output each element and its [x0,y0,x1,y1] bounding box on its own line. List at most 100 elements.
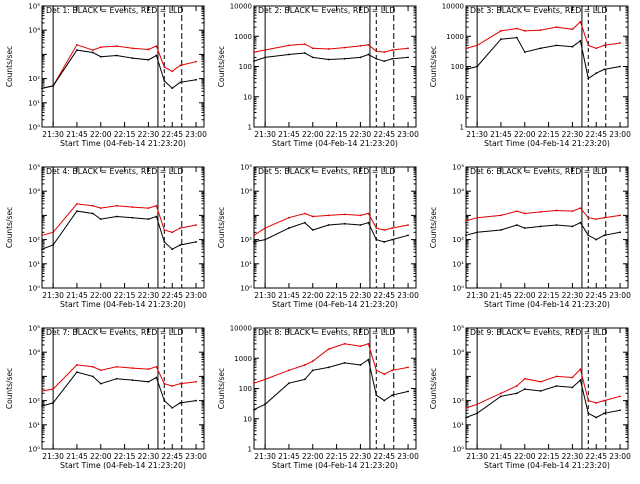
data-point-lld [179,227,182,229]
plot-frame [465,327,629,450]
chart-title: Det 4: BLACK = Events, RED = LLD [46,167,183,176]
x-tick-label: 23:00 [609,291,631,300]
data-point-lld [375,369,378,372]
data-point-events [515,36,518,39]
data-point-lld [163,66,166,68]
chart-title: Det 6: BLACK = Events, RED = LLD [470,167,607,176]
y-tick-label: 10² [452,397,464,405]
data-point-events [539,225,542,228]
x-tick-label: 22:15 [538,291,560,300]
y-tick-label: 1000 [234,355,252,363]
data-point-lld [147,207,150,210]
y-tick-label: 10⁰ [452,446,464,454]
x-tick-label: 22:45 [373,130,395,139]
y-tick-label: 100 [239,385,252,393]
x-tick-label: 23:00 [609,130,631,139]
data-point-events [359,364,362,366]
x-tick-label: 22:00 [514,291,536,300]
x-tick-label: 21:45 [278,291,300,300]
data-point-lld [76,363,78,366]
data-point-events [476,412,479,415]
data-point-lld [359,44,362,47]
data-point-events [264,238,267,241]
data-point-lld [465,47,467,50]
data-point-lld [41,234,43,237]
data-point-events [163,241,166,243]
data-point-lld [587,216,590,219]
data-point-events [465,68,467,71]
data-point-events [579,40,582,42]
y-tick-label: 10⁴ [452,188,464,196]
data-point-events [171,406,174,409]
data-point-lld [500,30,502,32]
y-tick-label: 100 [239,63,252,71]
x-tick-label: 21:30 [466,291,488,300]
data-point-lld [288,44,290,47]
data-point-events [391,238,394,241]
x-tick-label: 22:00 [302,130,324,139]
data-point-events [603,234,606,237]
data-point-lld [343,46,346,49]
x-tick-label: 22:15 [326,130,348,139]
chart-title: Det 7: BLACK = Events, RED = LLD [46,328,183,337]
data-point-lld [195,60,197,63]
data-point-lld [555,375,558,378]
data-point-lld [147,48,150,51]
chart-panel-9: 10⁰ 10¹ 10² 10⁴ 10⁵ 21:30 21:45 22:00 22:15 22:30… [429,325,631,471]
data-point-events [359,56,362,59]
data-point-events [367,358,370,361]
data-point-events [571,386,574,389]
data-point-lld [131,367,134,370]
data-point-events [603,68,606,71]
x-tick-label: 21:30 [254,130,276,139]
data-point-events [515,392,518,395]
data-point-events [555,44,558,47]
data-point-lld [76,202,78,205]
data-point-events [253,408,255,411]
chart-title: Det 3: BLACK = Events, RED = LLD [470,6,607,15]
y-tick-label: 10 [243,415,252,423]
data-point-events [407,234,409,237]
chart-title: Det 9: BLACK = Events, RED = LLD [470,328,607,337]
series-line-events [41,210,197,250]
x-tick-label: 23:00 [397,452,419,461]
y-tick-label: 10¹ [28,260,40,268]
data-point-events [288,53,290,56]
data-point-events [343,222,346,225]
data-point-events [407,390,409,393]
y-axis-label: Counts/sec [429,46,438,87]
x-tick-label: 22:00 [514,452,536,461]
data-point-lld [179,64,182,67]
data-point-events [327,224,330,226]
chart-panel-7: 10⁰ 10¹ 10² 10⁴ 10⁵ 21:30 21:45 22:00 22:15 22:30… [5,325,207,471]
data-point-lld [619,395,621,398]
y-tick-label: 10⁴ [28,188,40,196]
data-point-events [115,377,118,380]
x-tick-label: 21:30 [466,452,488,461]
x-tick-label: 22:45 [161,130,183,139]
data-point-events [155,215,158,218]
data-point-events [41,248,43,251]
data-point-events [195,399,197,402]
data-point-events [523,388,526,390]
series-line-lld [465,20,621,49]
x-tick-label: 21:45 [66,130,88,139]
data-point-lld [539,29,542,31]
y-tick-label: 10² [28,236,40,244]
x-axis-label: Start Time (04-Feb-14 21:23:20) [484,461,610,470]
data-point-lld [131,47,134,50]
plot-frame [253,327,417,450]
y-tick-label: 1000 [234,33,252,41]
series-line-events [253,222,409,243]
data-point-lld [619,214,621,217]
data-point-lld [264,378,267,381]
y-axis-label: Counts/sec [429,207,438,248]
data-point-lld [179,382,182,385]
data-point-events [367,221,370,224]
x-tick-label: 22:15 [114,452,136,461]
data-point-events [539,47,542,50]
y-tick-label: 10⁰ [28,446,40,454]
data-point-lld [407,224,409,226]
chart-panel-2: 1 10 100 1000 10000 21:30 21:45 22:00 22:15 22:30… [217,3,419,149]
y-axis-label: Counts/sec [5,368,14,409]
